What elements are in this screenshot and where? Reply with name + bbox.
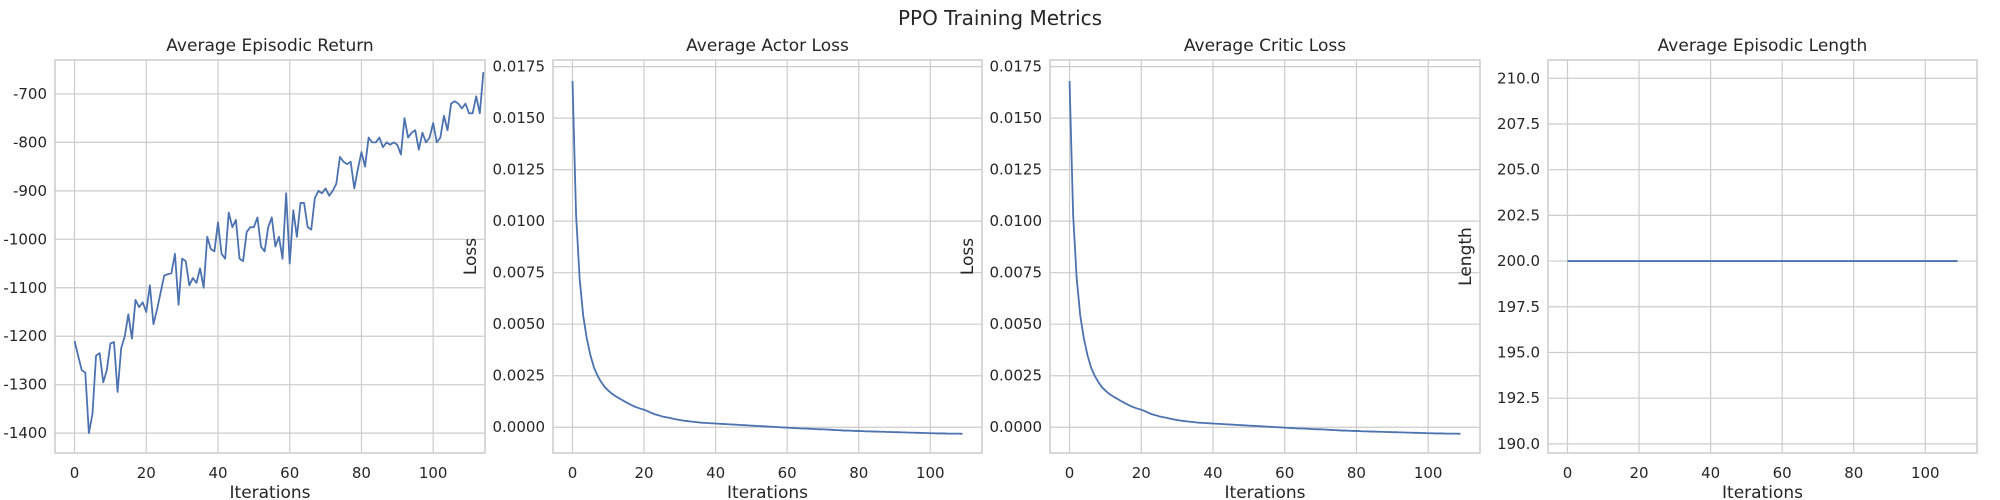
- y-tick-label: 0.0100: [990, 212, 1043, 230]
- x-tick-label: 60: [778, 464, 797, 482]
- x-tick-label: 80: [1347, 464, 1366, 482]
- figure-title: PPO Training Metrics: [898, 6, 1102, 30]
- axes-frame: [1049, 59, 1481, 454]
- series-line: [571, 80, 963, 435]
- y-tick-label: 192.5: [1497, 389, 1540, 407]
- y-axis-label: Loss: [958, 238, 978, 275]
- y-tick-label: -1300: [3, 376, 47, 394]
- x-axis-label: Iterations: [230, 483, 311, 500]
- x-tick-label: 0: [1065, 464, 1075, 482]
- y-tick-label: 0.0125: [493, 161, 546, 179]
- y-tick-label: 0.0050: [493, 315, 546, 333]
- y-axis-label: Loss: [461, 238, 481, 275]
- x-axis-label: Iterations: [1722, 483, 1803, 500]
- x-tick-label: 60: [1773, 464, 1792, 482]
- panel-title: Average Episodic Length: [1658, 36, 1868, 56]
- y-tick-label: 190.0: [1497, 435, 1540, 453]
- y-tick-label: 0.0150: [990, 109, 1043, 127]
- x-tick-label: 80: [849, 464, 868, 482]
- y-tick-label: 207.5: [1497, 115, 1540, 133]
- y-tick-label: 0.0025: [990, 367, 1043, 385]
- x-tick-label: 100: [1911, 464, 1940, 482]
- y-tick-label: 0.0025: [493, 367, 546, 385]
- x-tick-label: 0: [70, 464, 80, 482]
- series-line: [73, 72, 485, 435]
- x-axis-label: Iterations: [727, 483, 808, 500]
- y-tick-label: -1000: [3, 230, 47, 248]
- y-tick-label: -700: [13, 85, 47, 103]
- x-tick-label: 20: [1132, 464, 1151, 482]
- y-tick-label: 0.0050: [990, 315, 1043, 333]
- x-tick-label: 100: [916, 464, 945, 482]
- x-axis-label: Iterations: [1225, 483, 1306, 500]
- x-tick-label: 20: [1630, 464, 1649, 482]
- y-tick-label: -1100: [3, 279, 47, 297]
- y-tick-label: 0.0175: [493, 58, 546, 76]
- y-tick-label: 0.0175: [990, 58, 1043, 76]
- y-tick-label: 202.5: [1497, 206, 1540, 224]
- y-tick-label: 205.0: [1497, 161, 1540, 179]
- series-line: [1068, 80, 1461, 435]
- x-tick-label: 100: [419, 464, 448, 482]
- x-tick-label: 40: [1701, 464, 1720, 482]
- axes-frame: [1547, 59, 1978, 454]
- x-tick-label: 40: [1203, 464, 1222, 482]
- panel-1: 0 20 40 60 80 100 -1400 -1300 -1200 -1100 -1000 -90…: [3, 36, 486, 500]
- y-tick-label: 200.0: [1497, 252, 1540, 270]
- y-tick-label: -800: [13, 133, 47, 151]
- y-tick-label: 0.0100: [493, 212, 546, 230]
- y-tick-label: 0.0075: [493, 264, 546, 282]
- panel-4: 0 20 40 60 80 100 190.0 192.5 195.0 197.5 200.0 202…: [1456, 36, 1978, 500]
- x-tick-label: 20: [635, 464, 654, 482]
- x-tick-label: 40: [208, 464, 227, 482]
- panel-title: Average Critic Loss: [1184, 36, 1346, 56]
- y-tick-label: 0.0125: [990, 161, 1043, 179]
- y-tick-label: 197.5: [1497, 298, 1540, 316]
- y-tick-label: 0.0150: [493, 109, 546, 127]
- x-tick-label: 60: [1275, 464, 1294, 482]
- x-tick-label: 80: [352, 464, 371, 482]
- x-tick-label: 100: [1414, 464, 1443, 482]
- axes-frame: [552, 59, 983, 454]
- y-tick-label: 0.0000: [990, 418, 1043, 436]
- y-tick-label: 0.0075: [990, 264, 1043, 282]
- y-tick-label: 0.0000: [493, 418, 546, 436]
- y-tick-label: -900: [13, 182, 47, 200]
- y-tick-label: -1200: [3, 327, 47, 345]
- x-tick-label: 0: [1563, 464, 1573, 482]
- x-tick-label: 40: [706, 464, 725, 482]
- x-tick-label: 60: [280, 464, 299, 482]
- panel-title: Average Actor Loss: [686, 36, 849, 56]
- y-tick-label: -1400: [3, 424, 47, 442]
- axes-frame: [54, 59, 486, 454]
- x-tick-label: 20: [137, 464, 156, 482]
- panel-title: Average Episodic Return: [166, 36, 373, 56]
- y-axis-label: Length: [1456, 227, 1476, 286]
- x-tick-label: 80: [1844, 464, 1863, 482]
- y-tick-label: 195.0: [1497, 343, 1540, 361]
- x-tick-label: 0: [568, 464, 578, 482]
- y-tick-label: 210.0: [1497, 69, 1540, 87]
- panel-2: 0 20 40 60 80 100 0.0000 0.0025 0.0050 0.0075 0.01…: [461, 36, 983, 500]
- panel-3: 0 20 40 60 80 100 0.0000 0.0025 0.0050 0.0075 0.01…: [958, 36, 1481, 500]
